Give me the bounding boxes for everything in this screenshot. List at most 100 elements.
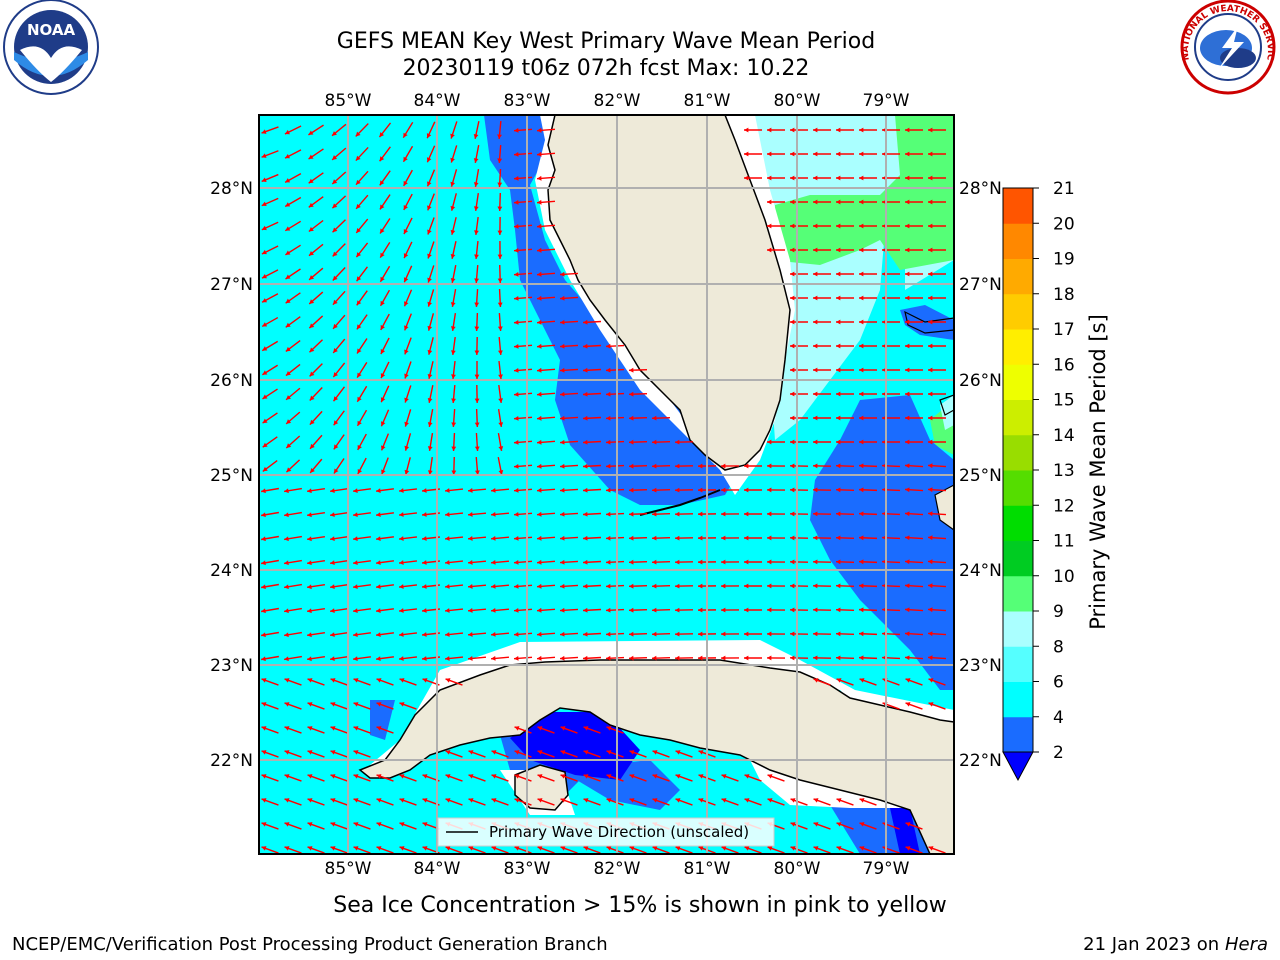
footer-left: NCEP/EMC/Verification Post Processing Pr…	[12, 934, 608, 955]
wave-arrowhead	[330, 798, 336, 803]
wave-arrowhead	[285, 202, 291, 207]
wave-arrowhead	[380, 276, 385, 282]
lat-label-right: 22°N	[959, 751, 1002, 771]
wave-arrowhead	[537, 726, 543, 731]
sea-ice-note: Sea Ice Concentration > 15% is shown in …	[333, 893, 947, 918]
wave-arrowhead	[928, 319, 933, 325]
wave-arrowhead	[836, 678, 842, 683]
wave-arrowhead	[606, 774, 612, 779]
wave-arrowhead	[767, 607, 772, 613]
wave-arrowhead	[285, 226, 291, 231]
wave-arrowhead	[474, 302, 480, 307]
wave-arrowhead	[606, 463, 611, 469]
wave-arrowhead	[606, 726, 612, 731]
wave-arrowhead	[262, 322, 268, 327]
wave-arrowhead	[497, 302, 503, 307]
lon-label-top: 79°W	[863, 91, 910, 111]
wave-arrowhead	[262, 370, 268, 375]
wave-arrowhead	[498, 350, 503, 355]
wave-arrowhead	[905, 487, 910, 493]
wave-arrowhead	[560, 319, 565, 325]
wave-arrowhead	[284, 512, 289, 518]
wave-arrowhead	[606, 798, 612, 803]
wave-arrowhead	[380, 324, 385, 330]
wave-arrowhead	[652, 535, 657, 541]
wave-arrowhead	[836, 151, 841, 157]
wave-arrowhead	[261, 584, 266, 590]
wave-arrowhead	[468, 488, 473, 493]
wave-arrowhead	[404, 349, 409, 355]
wave-arrowhead	[560, 511, 565, 517]
colorbar-tick-label: 11	[1053, 532, 1075, 552]
wave-arrowhead	[514, 463, 519, 469]
lon-label-top: 83°W	[504, 91, 551, 111]
wave-arrowhead	[399, 656, 404, 661]
wave-arrowhead	[790, 511, 795, 517]
lat-label-left: 26°N	[210, 371, 253, 391]
colorbar-segment	[1003, 329, 1033, 365]
wave-arrowhead	[284, 560, 289, 566]
map-area	[259, 115, 954, 854]
wave-arrowhead	[514, 798, 520, 803]
wave-arrowhead	[356, 203, 361, 209]
wave-arrowhead	[813, 367, 818, 373]
wave-arrowhead	[629, 655, 634, 661]
wave-arrowhead	[261, 536, 266, 542]
wave-arrowhead	[399, 632, 404, 637]
wave-arrowhead	[583, 343, 588, 349]
wave-arrowhead	[698, 463, 703, 469]
wave-arrowhead	[905, 223, 910, 229]
wave-arrowhead	[422, 512, 427, 517]
wave-arrowhead	[491, 774, 497, 779]
wave-arrowhead	[468, 750, 474, 755]
wave-arrowhead	[380, 397, 386, 403]
wave-arrowhead	[498, 374, 503, 379]
wave-arrowhead	[928, 583, 933, 589]
wave-arrowhead	[905, 822, 911, 827]
wave-arrowhead	[560, 415, 565, 421]
wave-arrowhead	[514, 367, 519, 373]
wave-arrowhead	[473, 158, 479, 163]
wave-arrowhead	[376, 584, 381, 589]
wave-arrowhead	[468, 584, 473, 589]
wave-arrowhead	[537, 798, 543, 803]
wave-arrowhead	[537, 295, 542, 301]
wave-arrowhead	[307, 726, 313, 731]
wave-arrowhead	[859, 175, 864, 181]
wave-arrowhead	[537, 127, 542, 133]
wave-arrowhead	[399, 584, 404, 589]
wave-arrowhead	[928, 678, 934, 683]
wave-arrowhead	[905, 631, 910, 637]
wave-arrowhead	[652, 750, 658, 755]
wave-arrowhead	[813, 223, 818, 229]
wave-arrowhead	[422, 608, 427, 613]
wave-arrowhead	[744, 151, 749, 157]
wave-arrowhead	[353, 726, 359, 731]
wave-arrowhead	[537, 607, 542, 613]
wave-arrowhead	[262, 346, 268, 351]
wave-arrowhead	[427, 373, 433, 379]
wave-arrowhead	[744, 463, 749, 469]
wave-arrowhead	[422, 774, 428, 779]
wave-arrowhead	[583, 655, 588, 661]
wave-arrowhead	[813, 822, 819, 827]
wave-arrowhead	[353, 608, 358, 613]
wave-arrowhead	[427, 205, 432, 211]
wave-arrowhead	[583, 774, 589, 779]
wave-arrowhead	[560, 750, 566, 755]
wave-arrowhead	[261, 774, 267, 779]
wave-arrowhead	[309, 275, 315, 280]
wave-arrowhead	[403, 277, 409, 283]
wave-arrowhead	[308, 178, 314, 184]
wave-arrowhead	[606, 631, 611, 637]
wave-arrowhead	[330, 656, 335, 662]
wave-arrowhead	[286, 395, 291, 400]
wave-arrowhead	[468, 846, 474, 851]
wave-arrowhead	[309, 419, 315, 425]
wave-arrowhead	[333, 348, 338, 353]
wave-arrowhead	[307, 560, 312, 566]
lon-label-top: 84°W	[414, 91, 461, 111]
wave-arrowhead	[261, 201, 267, 207]
wave-arrowhead	[379, 156, 385, 162]
